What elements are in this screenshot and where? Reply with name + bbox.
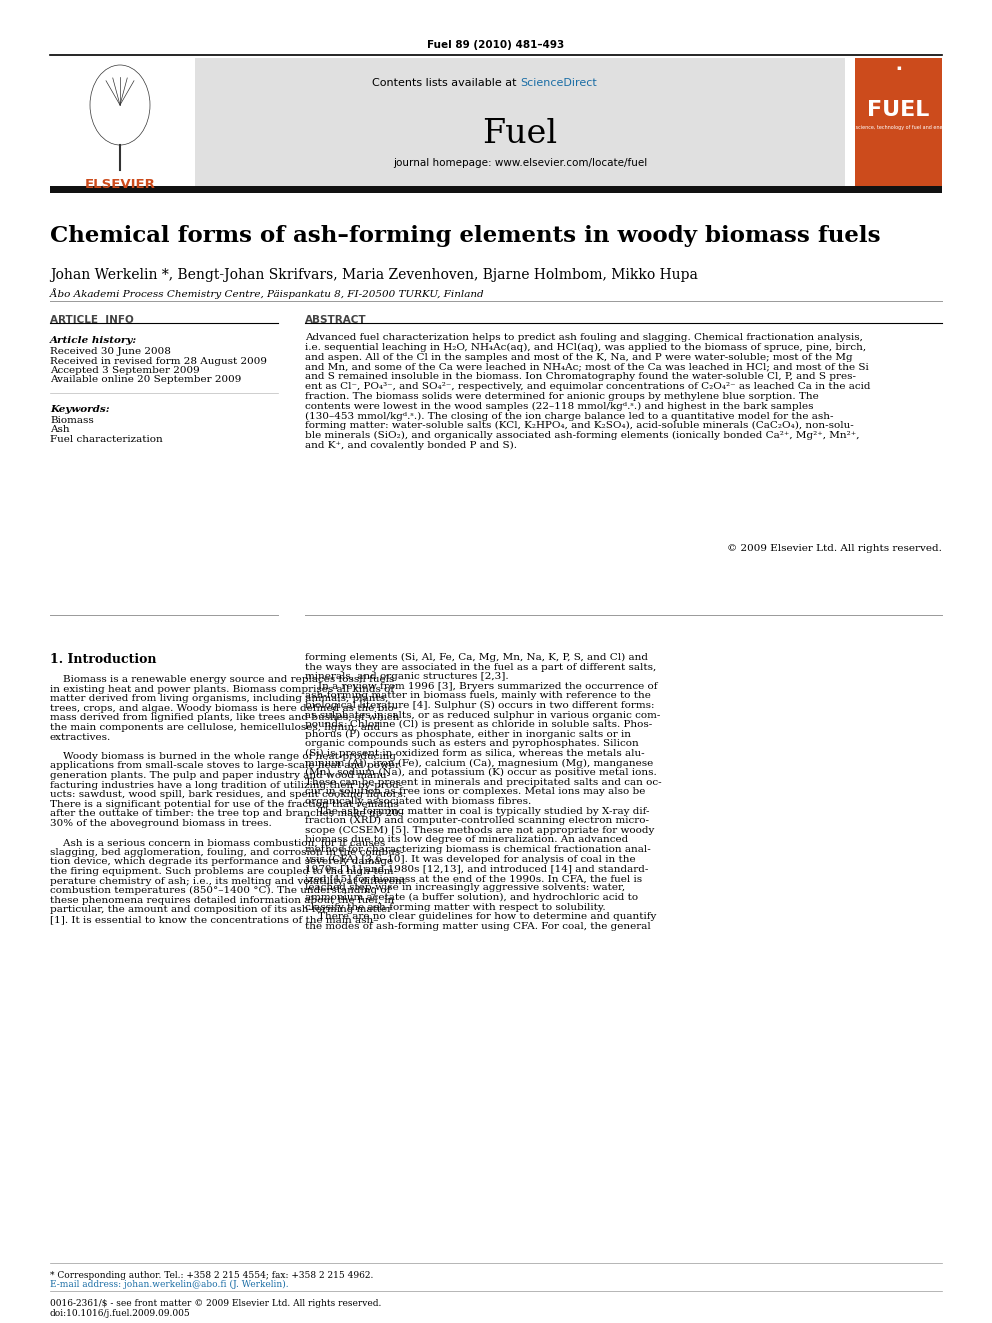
Text: biological literature [4]. Sulphur (S) occurs in two different forms:: biological literature [4]. Sulphur (S) o… [305,701,655,710]
Text: Contents lists available at: Contents lists available at [372,78,520,89]
Text: Åbo Akademi Process Chemistry Centre, Päispankatu 8, FI-20500 TURKU, Finland: Åbo Akademi Process Chemistry Centre, Pä… [50,288,484,299]
Text: the ways they are associated in the fuel as a part of different salts,: the ways they are associated in the fuel… [305,663,657,672]
Text: (Si) is present in oxidized form as silica, whereas the metals alu-: (Si) is present in oxidized form as sili… [305,749,645,758]
Text: particular, the amount and composition of its ash-forming matter: particular, the amount and composition o… [50,905,392,914]
Text: as sulphates in salts, or as reduced sulphur in various organic com-: as sulphates in salts, or as reduced sul… [305,710,661,720]
Text: ▪: ▪ [896,65,901,71]
Text: minerals, and organic structures [2,3].: minerals, and organic structures [2,3]. [305,672,509,681]
Text: ammonium acetate (a buffer solution), and hydrochloric acid to: ammonium acetate (a buffer solution), an… [305,893,638,902]
Text: mass derived from lignified plants, like trees and bushes, of which: mass derived from lignified plants, like… [50,713,400,722]
Text: FUEL: FUEL [867,101,930,120]
Text: Biomass is a renewable energy source and replaces fossil fuels: Biomass is a renewable energy source and… [50,675,395,684]
Text: classify the ash-forming matter with respect to solubility.: classify the ash-forming matter with res… [305,902,606,912]
Text: perature chemistry of ash; i.e., its melting and volatility at different: perature chemistry of ash; i.e., its mel… [50,877,406,885]
Text: ash-forming matter in biomass fuels, mainly with reference to the: ash-forming matter in biomass fuels, mai… [305,692,651,700]
Text: combustion temperatures (850°–1400 °C). The understanding of: combustion temperatures (850°–1400 °C). … [50,886,391,896]
Text: cur in solution as free ions or complexes. Metal ions may also be: cur in solution as free ions or complexe… [305,787,646,796]
Text: There are no clear guidelines for how to determine and quantify: There are no clear guidelines for how to… [305,912,657,921]
Text: organic compounds such as esters and pyrophosphates. Silicon: organic compounds such as esters and pyr… [305,740,639,749]
Text: Chemical forms of ash–forming elements in woody biomass fuels: Chemical forms of ash–forming elements i… [50,225,881,247]
Text: doi:10.1016/j.fuel.2009.09.005: doi:10.1016/j.fuel.2009.09.005 [50,1308,190,1318]
Text: the modes of ash-forming matter using CFA. For coal, the general: the modes of ash-forming matter using CF… [305,922,651,931]
Text: Biomass: Biomass [50,415,94,425]
Text: (130–453 mmol/kgᵈ.ˢ.). The closing of the ion charge balance led to a quantitati: (130–453 mmol/kgᵈ.ˢ.). The closing of th… [305,411,833,421]
Text: These can be present in minerals and precipitated salts and can oc-: These can be present in minerals and pre… [305,778,662,787]
Text: Ash is a serious concern in biomass combustion, for it causes: Ash is a serious concern in biomass comb… [50,839,385,847]
Text: in existing heat and power plants. Biomass comprises all kinds of: in existing heat and power plants. Bioma… [50,684,394,693]
Text: method for characterizing biomass is chemical fractionation anal-: method for characterizing biomass is che… [305,845,651,855]
Text: the main components are cellulose, hemicelluloses, lignin, and: the main components are cellulose, hemic… [50,722,380,732]
Text: and S remained insoluble in the biomass. Ion Chromatography found the water-solu: and S remained insoluble in the biomass.… [305,372,856,381]
Text: * Corresponding author. Tel.: +358 2 215 4554; fax: +358 2 215 4962.: * Corresponding author. Tel.: +358 2 215… [50,1271,373,1279]
Text: contents were lowest in the wood samples (22–118 mmol/kgᵈ.ˢ.) and highest in the: contents were lowest in the wood samples… [305,402,813,410]
Text: the firing equipment. Such problems are coupled to the high-tem-: the firing equipment. Such problems are … [50,867,397,876]
Text: ucts: sawdust, wood spill, bark residues, and spent cooking liquors.: ucts: sawdust, wood spill, bark residues… [50,790,406,799]
Text: the science, technology of fuel and energy: the science, technology of fuel and ener… [846,124,950,130]
Text: facturing industries have a long tradition of utilizing their by-prod-: facturing industries have a long traditi… [50,781,402,790]
Text: Received in revised form 28 August 2009: Received in revised form 28 August 2009 [50,356,267,365]
Text: forming elements (Si, Al, Fe, Ca, Mg, Mn, Na, K, P, S, and Cl) and: forming elements (Si, Al, Fe, Ca, Mg, Mn… [305,654,648,662]
Text: these phenomena requires detailed information about the fuel, in: these phenomena requires detailed inform… [50,896,394,905]
Text: Fuel characterization: Fuel characterization [50,435,163,445]
Text: Available online 20 September 2009: Available online 20 September 2009 [50,376,241,385]
Text: fraction. The biomass solids were determined for anionic groups by methylene blu: fraction. The biomass solids were determ… [305,392,818,401]
Text: 1970s [11] and 1980s [12,13], and introduced [14] and standard-: 1970s [11] and 1980s [12,13], and introd… [305,864,649,873]
Text: ARTICLE  INFO: ARTICLE INFO [50,315,134,325]
Text: matter derived from living organisms, including animals, plants,: matter derived from living organisms, in… [50,695,389,704]
Text: Johan Werkelin *, Bengt-Johan Skrifvars, Maria Zevenhoven, Bjarne Holmbom, Mikko: Johan Werkelin *, Bengt-Johan Skrifvars,… [50,269,698,282]
Text: organically associated with biomass fibres.: organically associated with biomass fibr… [305,796,532,806]
Text: Accepted 3 September 2009: Accepted 3 September 2009 [50,366,199,374]
Text: [1]. It is essential to know the concentrations of the main ash–: [1]. It is essential to know the concent… [50,916,379,923]
Text: ble minerals (SiO₂), and organically associated ash-forming elements (ionically : ble minerals (SiO₂), and organically ass… [305,431,859,441]
Text: after the outtake of timber: the tree top and branches make up 20–: after the outtake of timber: the tree to… [50,810,404,819]
Text: phorus (P) occurs as phosphate, either in inorganic salts or in: phorus (P) occurs as phosphate, either i… [305,730,631,740]
Text: ABSTRACT: ABSTRACT [305,315,367,325]
Text: extractives.: extractives. [50,733,111,742]
Text: © 2009 Elsevier Ltd. All rights reserved.: © 2009 Elsevier Ltd. All rights reserved… [727,544,942,553]
Text: Fuel 89 (2010) 481–493: Fuel 89 (2010) 481–493 [428,40,564,50]
Text: Advanced fuel characterization helps to predict ash fouling and slagging. Chemic: Advanced fuel characterization helps to … [305,333,863,343]
Text: Keywords:: Keywords: [50,405,110,414]
Text: journal homepage: www.elsevier.com/locate/fuel: journal homepage: www.elsevier.com/locat… [393,157,647,168]
Text: and K⁺, and covalently bonded P and S).: and K⁺, and covalently bonded P and S). [305,441,517,450]
Text: In a review from 1996 [3], Bryers summarized the occurrence of: In a review from 1996 [3], Bryers summar… [305,681,658,691]
Text: generation plants. The pulp and paper industry and wood manu-: generation plants. The pulp and paper in… [50,771,390,781]
Text: ScienceDirect: ScienceDirect [520,78,597,89]
Text: ent as Cl⁻, PO₄³⁻, and SO₄²⁻, respectively, and equimolar concentrations of C₂O₄: ent as Cl⁻, PO₄³⁻, and SO₄²⁻, respective… [305,382,871,392]
Text: The ash-forming matter in coal is typically studied by X-ray dif-: The ash-forming matter in coal is typica… [305,807,650,815]
Text: Ash: Ash [50,426,69,434]
Text: and aspen. All of the Cl in the samples and most of the K, Na, and P were water-: and aspen. All of the Cl in the samples … [305,353,853,361]
Text: fraction (XRD) and computer-controlled scanning electron micro-: fraction (XRD) and computer-controlled s… [305,816,649,826]
Text: ized [15] for biomass at the end of the 1990s. In CFA, the fuel is: ized [15] for biomass at the end of the … [305,873,642,882]
Text: trees, crops, and algae. Woody biomass is here defined as the bio-: trees, crops, and algae. Woody biomass i… [50,704,398,713]
Text: Woody biomass is burned in the whole range of heat-producing: Woody biomass is burned in the whole ran… [50,751,396,761]
Text: There is a significant potential for use of the fraction that remains: There is a significant potential for use… [50,800,399,808]
Text: Fuel: Fuel [482,118,558,149]
Text: i.e. sequential leaching in H₂O, NH₄Ac(aq), and HCl(aq), was applied to the biom: i.e. sequential leaching in H₂O, NH₄Ac(a… [305,343,866,352]
Text: and Mn, and some of the Ca were leached in NH₄Ac; most of the Ca was leached in : and Mn, and some of the Ca were leached … [305,363,869,372]
Text: slagging, bed agglomeration, fouling, and corrosion in the combus-: slagging, bed agglomeration, fouling, an… [50,848,404,857]
Text: biomass due to its low degree of mineralization. An advanced: biomass due to its low degree of mineral… [305,835,628,844]
Text: 1. Introduction: 1. Introduction [50,654,157,665]
Text: minium (Al), iron (Fe), calcium (Ca), magnesium (Mg), manganese: minium (Al), iron (Fe), calcium (Ca), ma… [305,758,654,767]
Text: forming matter: water-soluble salts (KCl, K₂HPO₄, and K₂SO₄), acid-soluble miner: forming matter: water-soluble salts (KCl… [305,421,854,430]
Text: tion device, which degrade its performance and severely damage: tion device, which degrade its performan… [50,857,393,867]
Text: ysis (CFA) [3,6–10]. It was developed for analysis of coal in the: ysis (CFA) [3,6–10]. It was developed fo… [305,855,636,864]
Text: pounds. Chlorine (Cl) is present as chloride in soluble salts. Phos-: pounds. Chlorine (Cl) is present as chlo… [305,720,653,729]
Text: E-mail address: johan.werkelin@abo.fi (J. Werkelin).: E-mail address: johan.werkelin@abo.fi (J… [50,1279,289,1289]
Text: Received 30 June 2008: Received 30 June 2008 [50,347,171,356]
Text: Article history:: Article history: [50,336,137,345]
Text: (Mn), sodium (Na), and potassium (K) occur as positive metal ions.: (Mn), sodium (Na), and potassium (K) occ… [305,769,657,778]
Text: 30% of the aboveground biomass in trees.: 30% of the aboveground biomass in trees. [50,819,272,828]
Text: 0016-2361/$ - see front matter © 2009 Elsevier Ltd. All rights reserved.: 0016-2361/$ - see front matter © 2009 El… [50,1299,381,1308]
Bar [50,187,942,193]
Bar [195,58,845,188]
Text: scope (CCSEM) [5]. These methods are not appropriate for woody: scope (CCSEM) [5]. These methods are not… [305,826,655,835]
Text: applications from small-scale stoves to large-scale heat and power: applications from small-scale stoves to … [50,762,400,770]
Text: leached step-wise in increasingly aggressive solvents: water,: leached step-wise in increasingly aggres… [305,884,625,893]
Bar [855,58,942,188]
Text: ELSEVIER: ELSEVIER [84,179,156,191]
